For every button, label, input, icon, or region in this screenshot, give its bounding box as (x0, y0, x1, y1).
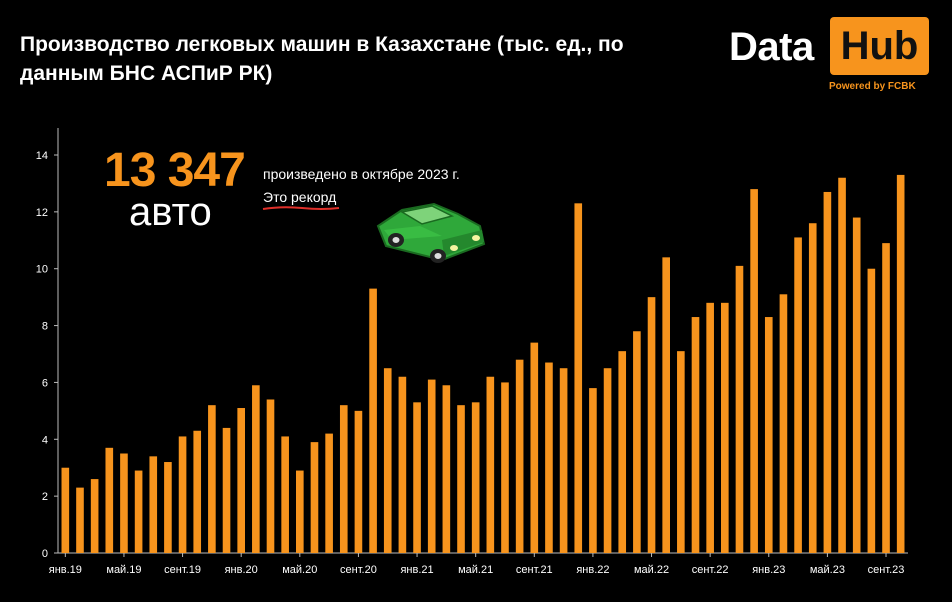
y-tick-label: 4 (42, 434, 48, 446)
logo-powered-by: Powered by FCBK (829, 81, 916, 92)
x-tick-label: янв.23 (752, 564, 785, 576)
bar (398, 376, 407, 553)
bar (794, 237, 802, 553)
bar (266, 399, 275, 553)
y-tick-label: 6 (42, 377, 48, 389)
datahub-logo: Data Hub Powered by FCBK (729, 17, 934, 97)
x-tick-label: сент.19 (164, 564, 201, 576)
bar (90, 479, 99, 553)
x-tick-label: май.19 (106, 564, 141, 576)
bar (750, 189, 758, 553)
x-tick-label: янв.21 (400, 564, 433, 576)
bar (427, 379, 436, 553)
bar (501, 382, 509, 553)
bar (369, 288, 377, 553)
bar (296, 470, 304, 553)
bar (457, 405, 465, 553)
y-tick-label: 12 (36, 207, 48, 219)
bar (149, 456, 158, 553)
bar (310, 442, 319, 553)
x-tick-label: сент.20 (340, 564, 377, 576)
x-tick-label: сент.22 (692, 564, 729, 576)
x-tick-label: май.21 (458, 564, 493, 576)
bar (222, 427, 231, 553)
callout-note: произведено в октябре 2023 г. (263, 166, 460, 182)
bar (105, 447, 114, 553)
bar (735, 265, 744, 553)
x-tick-label: май.22 (634, 564, 669, 576)
bar (208, 405, 216, 553)
bar (471, 402, 480, 553)
y-tick-label: 8 (42, 321, 48, 333)
chart-title: Производство легковых машин в Казахстане… (20, 33, 624, 85)
bar (618, 351, 627, 553)
bar (603, 368, 612, 553)
bar (530, 342, 539, 553)
bar (559, 368, 568, 553)
bar (515, 359, 524, 553)
bar (413, 402, 421, 553)
bar (193, 430, 202, 553)
logo-data-text: Data (729, 25, 814, 69)
x-tick-label: май.20 (282, 564, 317, 576)
logo-hub-box: Hub (830, 17, 929, 75)
bar (647, 297, 656, 553)
bar (237, 408, 245, 553)
x-tick-label: сент.23 (868, 564, 905, 576)
bar (545, 362, 553, 553)
bar (281, 436, 289, 553)
car-icon (376, 202, 486, 263)
callout-record: Это рекорд (263, 189, 337, 205)
bar (61, 467, 70, 553)
bar (134, 470, 143, 553)
bar (325, 433, 333, 553)
bar (838, 177, 846, 553)
callout-unit: авто (129, 190, 212, 234)
bar (662, 257, 670, 553)
bar (691, 317, 700, 553)
bar (852, 217, 861, 554)
y-tick-label: 10 (36, 264, 48, 276)
bar (574, 203, 583, 554)
bar (867, 268, 876, 553)
bar (178, 436, 187, 553)
x-tick-label: янв.20 (225, 564, 258, 576)
bar (896, 174, 905, 553)
x-tick-label: янв.22 (576, 564, 609, 576)
bar (120, 453, 128, 553)
bar (164, 462, 172, 553)
bar (589, 388, 597, 553)
bar (808, 223, 817, 553)
bar (633, 331, 641, 553)
bar (677, 351, 685, 553)
y-tick-label: 2 (42, 491, 48, 503)
x-tick-label: сент.21 (516, 564, 553, 576)
y-tick-label: 14 (36, 150, 48, 162)
x-tick-label: янв.19 (49, 564, 82, 576)
bar (721, 302, 729, 553)
bar (486, 376, 495, 553)
bar (823, 191, 832, 553)
bar (442, 385, 451, 553)
callout-number: 13 347 (104, 144, 246, 197)
bar (779, 294, 788, 553)
x-tick-label: май.23 (810, 564, 845, 576)
y-tick-label: 0 (42, 548, 48, 560)
bar (339, 405, 348, 553)
bar (76, 487, 84, 553)
bar (252, 385, 260, 553)
bar (764, 317, 773, 553)
record-underline (262, 206, 340, 210)
bar (706, 302, 714, 553)
bar (882, 243, 890, 553)
bar (383, 368, 392, 553)
bar (354, 410, 363, 553)
